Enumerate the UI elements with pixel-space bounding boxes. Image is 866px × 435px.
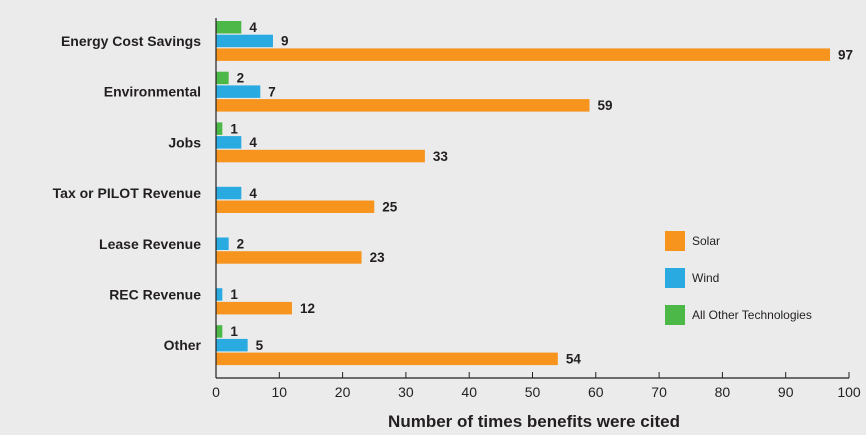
bar-all-other-technologies-energy-cost-savings xyxy=(216,21,242,34)
category-label-other: Other xyxy=(164,337,202,353)
bar-solar-rec-revenue xyxy=(216,301,292,315)
bar-solar-tax-or-pilot-revenue xyxy=(216,200,375,213)
x-tick-label-90: 90 xyxy=(778,384,794,400)
x-tick-label-10: 10 xyxy=(272,384,288,400)
bar-wind-tax-or-pilot-revenue xyxy=(216,186,242,200)
category-label-rec-revenue: REC Revenue xyxy=(109,286,201,302)
category-label-energy-cost-savings: Energy Cost Savings xyxy=(61,33,201,49)
data-label-solar-other: 54 xyxy=(566,352,582,367)
bar-wind-jobs xyxy=(216,136,242,149)
legend-label-solar: Solar xyxy=(692,234,720,248)
bar-solar-energy-cost-savings xyxy=(216,48,831,61)
x-tick-label-50: 50 xyxy=(525,384,541,400)
data-label-wind-lease-revenue: 2 xyxy=(237,237,245,252)
category-label-tax-or-pilot-revenue: Tax or PILOT Revenue xyxy=(53,185,202,201)
x-tick-label-20: 20 xyxy=(335,384,351,400)
category-label-lease-revenue: Lease Revenue xyxy=(99,236,201,252)
data-label-solar-energy-cost-savings: 97 xyxy=(838,47,853,62)
legend-swatch-all-other-technologies xyxy=(665,305,685,325)
data-label-solar-jobs: 33 xyxy=(433,149,449,164)
data-label-solar-lease-revenue: 23 xyxy=(370,250,386,265)
data-label-wind-tax-or-pilot-revenue: 4 xyxy=(249,186,257,201)
x-tick-label-0: 0 xyxy=(212,384,220,400)
x-tick-label-30: 30 xyxy=(398,384,414,400)
bar-all-other-technologies-environmental xyxy=(216,71,229,85)
data-label-all-other-technologies-jobs: 1 xyxy=(230,121,238,136)
bar-solar-environmental xyxy=(216,99,590,112)
bar-solar-lease-revenue xyxy=(216,251,362,264)
category-label-environmental: Environmental xyxy=(104,84,201,100)
data-label-wind-rec-revenue: 1 xyxy=(230,287,238,302)
bar-wind-energy-cost-savings xyxy=(216,34,273,48)
category-label-jobs: Jobs xyxy=(168,134,201,150)
labels-layer: Energy Cost Savings 4 9 97 Environmental 2 7 59… xyxy=(53,20,853,367)
data-label-all-other-technologies-environmental: 2 xyxy=(237,71,245,86)
data-label-wind-jobs: 4 xyxy=(249,135,257,150)
data-label-solar-environmental: 59 xyxy=(597,98,612,113)
data-label-solar-tax-or-pilot-revenue: 25 xyxy=(382,200,398,215)
x-tick-label-60: 60 xyxy=(588,384,604,400)
data-label-wind-environmental: 7 xyxy=(268,84,276,99)
x-tick-label-70: 70 xyxy=(651,384,667,400)
data-label-wind-other: 5 xyxy=(256,338,264,353)
bar-all-other-technologies-other xyxy=(216,325,223,338)
x-axis: 0 10 20 30 40 50 60 70 80 90 100 xyxy=(212,18,861,400)
x-tick-label-100: 100 xyxy=(837,384,861,400)
bar-wind-other xyxy=(216,338,248,352)
x-axis-title: Number of times benefits were cited xyxy=(388,412,680,431)
bar-wind-environmental xyxy=(216,85,261,98)
bar-wind-lease-revenue xyxy=(216,237,229,250)
bar-wind-rec-revenue xyxy=(216,288,223,301)
data-label-solar-rec-revenue: 12 xyxy=(300,301,315,316)
legend-label-all-other-technologies: All Other Technologies xyxy=(692,308,812,322)
bars-layer xyxy=(216,21,831,366)
data-label-all-other-technologies-energy-cost-savings: 4 xyxy=(249,20,257,35)
legend-swatch-wind xyxy=(665,268,685,288)
x-tick-label-80: 80 xyxy=(715,384,731,400)
legend: Solar Wind All Other Technologies xyxy=(665,231,812,325)
bar-solar-other xyxy=(216,352,558,366)
legend-label-wind: Wind xyxy=(692,271,719,285)
data-label-all-other-technologies-other: 1 xyxy=(230,324,238,339)
legend-swatch-solar xyxy=(665,231,685,251)
x-tick-label-40: 40 xyxy=(461,384,477,400)
data-label-wind-energy-cost-savings: 9 xyxy=(281,34,289,49)
bar-solar-jobs xyxy=(216,149,425,163)
bar-all-other-technologies-jobs xyxy=(216,122,223,135)
